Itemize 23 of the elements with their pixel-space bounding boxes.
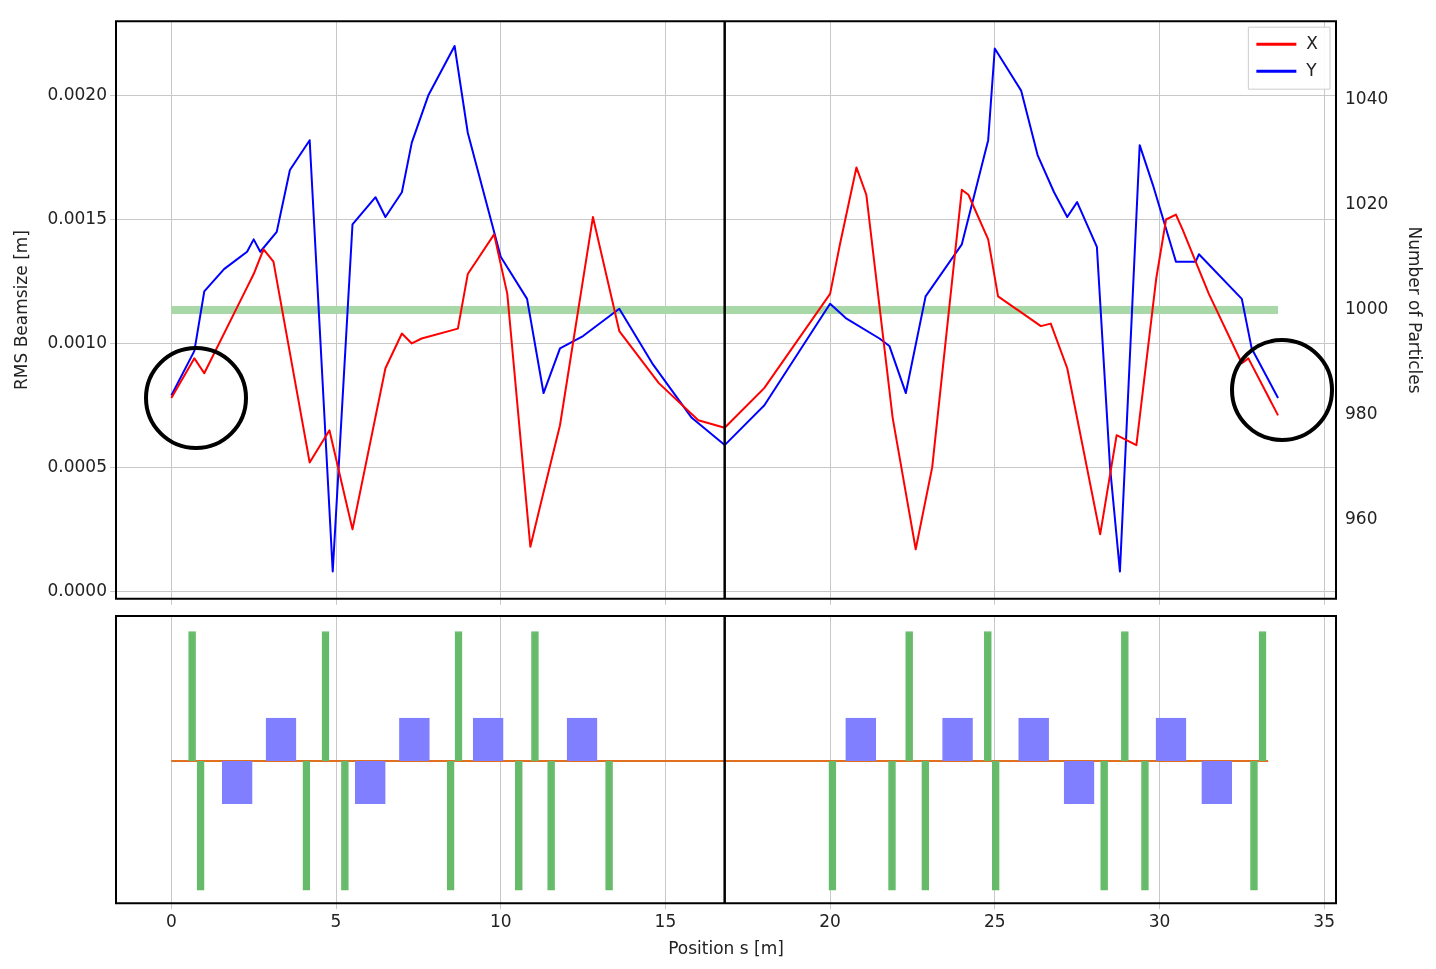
x-tick-label: 0 bbox=[165, 910, 177, 931]
x-tick-label: 30 bbox=[1148, 910, 1171, 931]
y2-axis-title: Number of Particles bbox=[1405, 226, 1426, 394]
x-tick-label: 5 bbox=[330, 910, 342, 931]
y-axis-title: RMS Beamsize [m] bbox=[10, 230, 31, 390]
x-tick-label: 10 bbox=[489, 910, 512, 931]
y2-tick-label: 1000 bbox=[1345, 298, 1389, 319]
legend-label: X bbox=[1306, 32, 1319, 53]
x-tick-label: 35 bbox=[1313, 910, 1335, 931]
y-tick-label: 0.0015 bbox=[47, 207, 107, 228]
y2-tick-label: 980 bbox=[1345, 403, 1378, 424]
y-tick-label: 0.0020 bbox=[47, 83, 107, 104]
y2-tick-label: 1040 bbox=[1345, 88, 1389, 109]
x-tick-label: 15 bbox=[654, 910, 677, 931]
y-tick-label: 0.0000 bbox=[47, 579, 107, 600]
x-tick-label: 25 bbox=[983, 910, 1006, 931]
legend-label: Y bbox=[1305, 59, 1318, 80]
y-tick-label: 0.0010 bbox=[47, 331, 107, 352]
x-axis-title: Position s [m] bbox=[668, 938, 784, 959]
y2-tick-label: 1020 bbox=[1345, 193, 1389, 214]
y-tick-label: 0.0005 bbox=[47, 455, 107, 476]
x-tick-label: 20 bbox=[819, 910, 841, 931]
y2-tick-label: 960 bbox=[1345, 508, 1378, 529]
